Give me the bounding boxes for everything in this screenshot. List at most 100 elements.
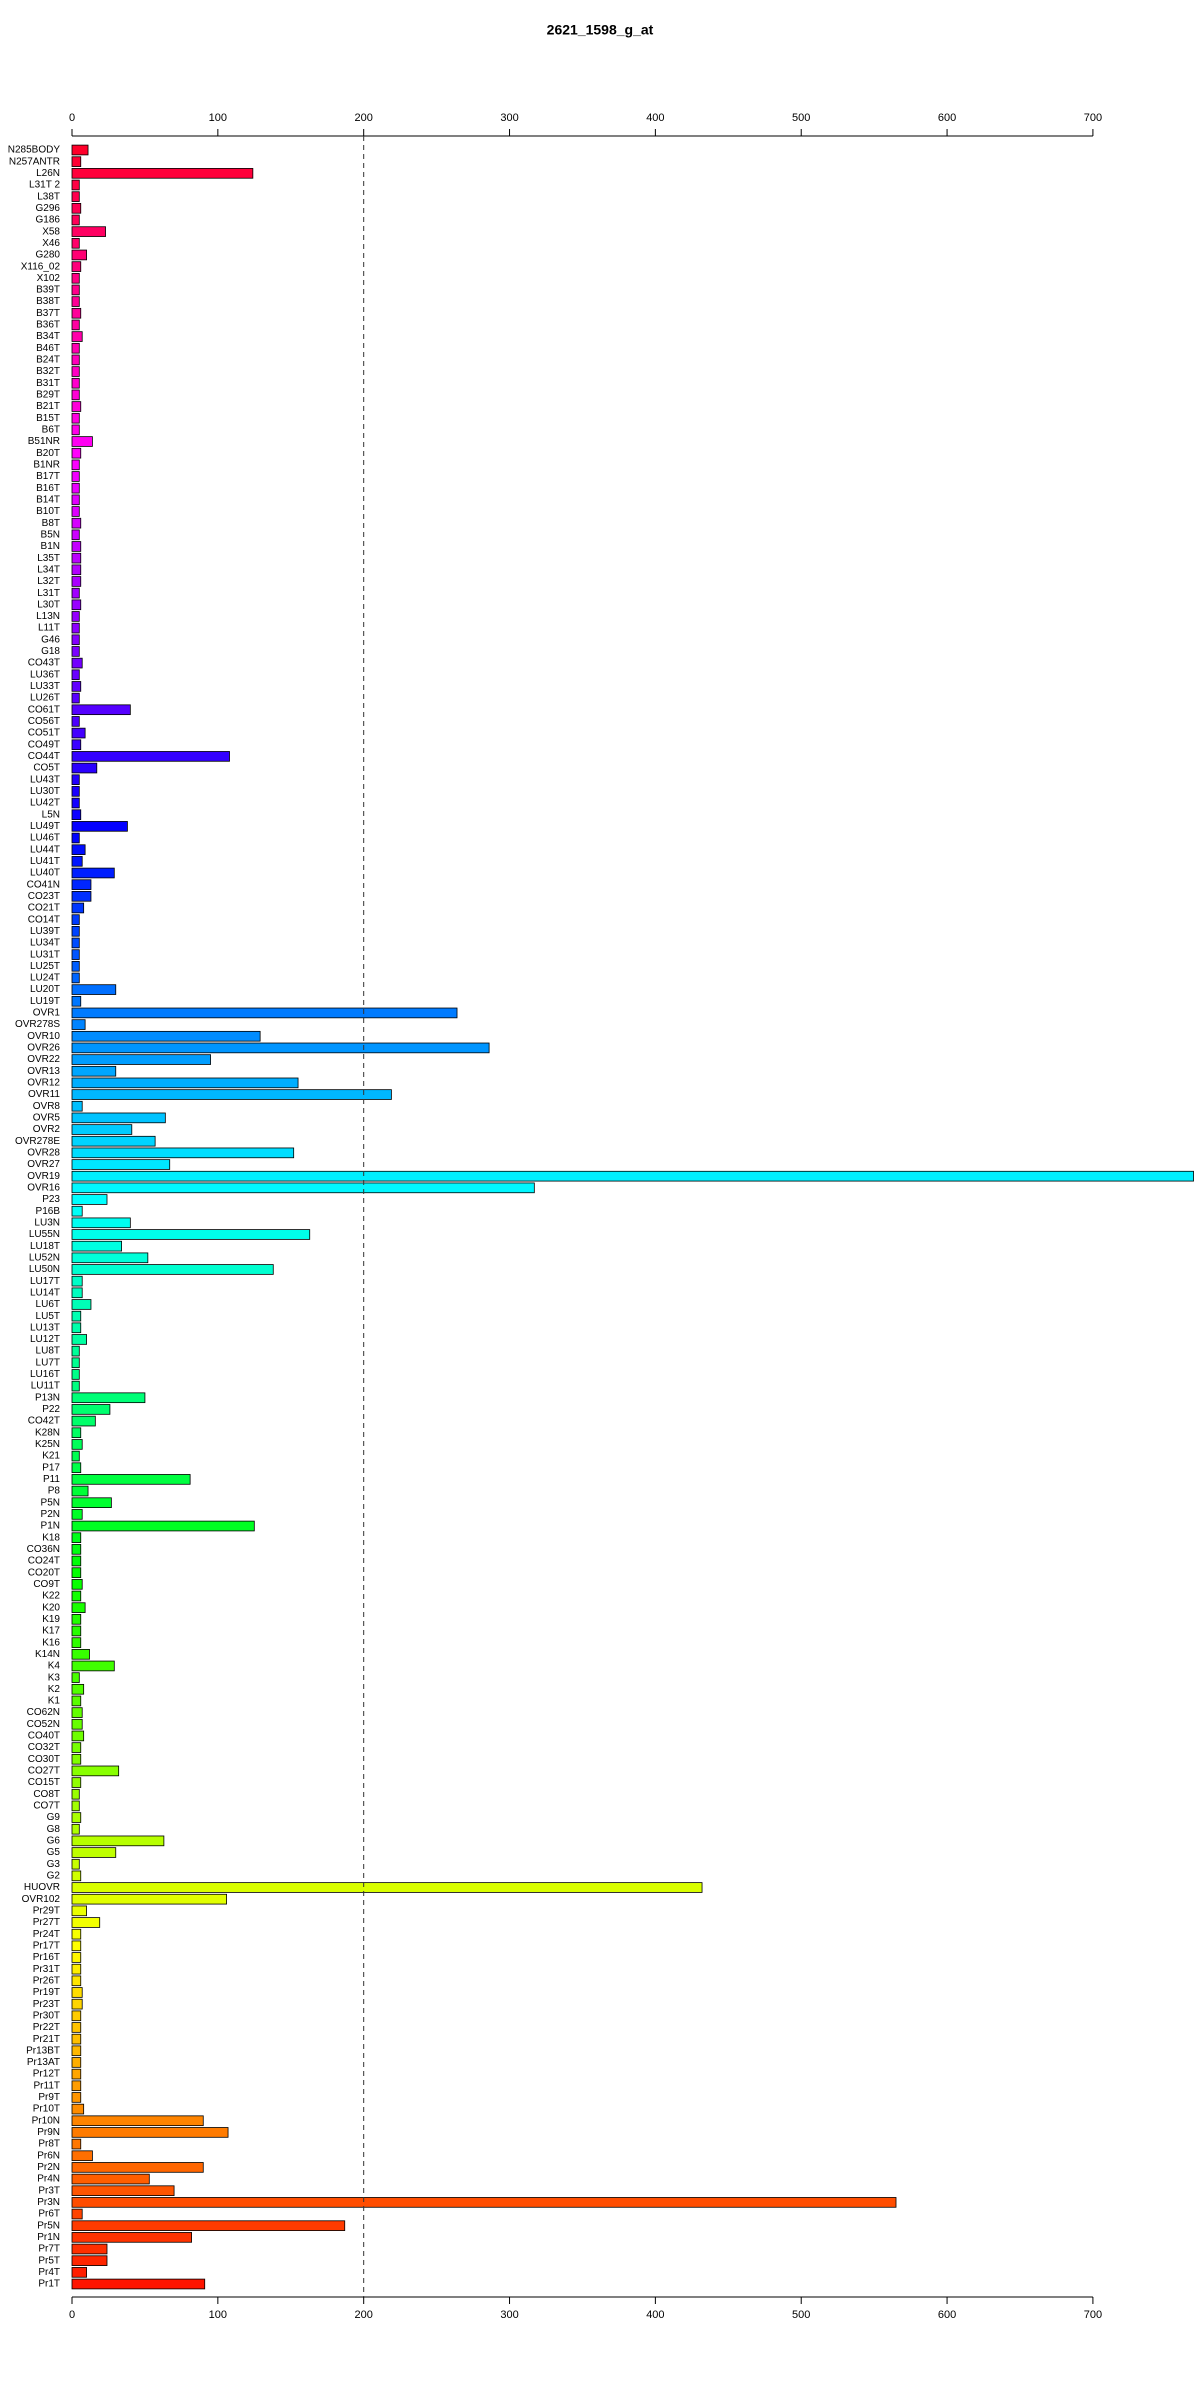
bar <box>71 1124 133 1135</box>
y-tick-label: CO43T <box>28 658 60 669</box>
bar <box>71 1252 149 1264</box>
x-tick-label: 700 <box>1084 112 1102 124</box>
y-tick-label: G280 <box>36 250 61 261</box>
y-tick-label: HUOVR <box>24 1882 60 1893</box>
y-tick-label: OVR10 <box>27 1031 60 1042</box>
bar <box>71 669 80 681</box>
y-tick-label: OVR12 <box>27 1078 60 1089</box>
bar <box>71 1637 82 1648</box>
y-tick-label: P16B <box>36 1206 61 1217</box>
y-tick-label: L31T 2 <box>29 180 60 191</box>
x-tick-label: 300 <box>500 2309 518 2321</box>
y-tick-label: B1NR <box>33 459 60 470</box>
y-tick-label: LU24T <box>30 973 60 984</box>
bar <box>71 1042 490 1054</box>
y-tick-label: K21 <box>42 1451 60 1462</box>
bar <box>71 1602 86 1613</box>
bar <box>71 1054 211 1065</box>
bar <box>71 1275 83 1287</box>
y-tick-label: LU5T <box>36 1311 60 1322</box>
bar <box>71 634 80 646</box>
y-tick-label: L32T <box>37 576 60 587</box>
y-tick-label: K25N <box>35 1439 60 1450</box>
x-tick-label: 500 <box>792 2309 810 2321</box>
y-tick-label: CO21T <box>28 903 60 914</box>
y-tick-label: OVR5 <box>33 1113 61 1124</box>
bar <box>71 471 80 482</box>
x-tick-label: 0 <box>69 112 75 124</box>
bar <box>71 307 82 319</box>
y-tick-label: G46 <box>41 634 60 645</box>
y-tick-label: Pr23T <box>33 1999 60 2010</box>
x-tick-label: 100 <box>209 2309 227 2321</box>
y-tick-label: LU7T <box>36 1357 60 1368</box>
y-tick-label: CO32T <box>28 1742 60 1753</box>
y-tick-label: LU3N <box>34 1217 60 1228</box>
bar <box>71 1928 82 1940</box>
bar <box>71 1240 122 1252</box>
bar <box>71 284 80 296</box>
bar <box>71 821 128 832</box>
bar <box>71 2185 175 2197</box>
bar <box>71 541 82 552</box>
y-tick-label: L5N <box>42 809 60 820</box>
bar <box>71 377 80 389</box>
y-tick-label: CO9T <box>33 1579 60 1590</box>
x-tick-label: 100 <box>209 112 227 124</box>
y-tick-label: P5N <box>41 1497 60 1508</box>
y-tick-label: N257ANTR <box>9 156 60 167</box>
y-tick-label: B31T <box>36 378 60 389</box>
y-tick-label: P2N <box>41 1509 60 1520</box>
y-tick-label: CO24T <box>28 1556 60 1567</box>
bar <box>71 1264 274 1275</box>
bar <box>71 366 80 377</box>
bar <box>71 1683 85 1695</box>
bar <box>71 1870 82 1882</box>
bar <box>71 1229 311 1240</box>
y-tick-label: Pr17T <box>33 1940 60 1951</box>
bar <box>71 1299 92 1310</box>
bar <box>71 494 80 506</box>
bar <box>71 2080 82 2092</box>
bar <box>71 272 80 284</box>
y-tick-label: LU19T <box>30 996 60 1007</box>
y-tick-label: CO8T <box>33 1789 60 1800</box>
y-tick-label: P1N <box>41 1521 60 1532</box>
bar <box>71 611 80 622</box>
y-tick-label: CO62N <box>27 1707 60 1718</box>
y-tick-label: G8 <box>47 1824 61 1835</box>
bar <box>71 786 80 797</box>
y-tick-label: G2 <box>47 1870 61 1881</box>
bar <box>71 937 80 949</box>
y-tick-label: K2 <box>48 1684 61 1695</box>
y-tick-label: CO49T <box>28 739 60 750</box>
y-tick-label: X102 <box>37 273 61 284</box>
y-tick-label: B6T <box>42 425 60 436</box>
y-tick-label: K3 <box>48 1672 61 1683</box>
bar <box>71 1590 82 1602</box>
bar <box>71 1322 82 1334</box>
y-tick-label: B14T <box>36 494 60 505</box>
bar <box>71 331 83 342</box>
bar <box>71 1462 82 1474</box>
bar <box>71 1579 83 1590</box>
y-tick-label: Pr11T <box>34 2080 61 2091</box>
bar <box>71 424 80 436</box>
bar <box>71 564 82 576</box>
bar <box>71 1287 83 1299</box>
y-tick-label: CO51T <box>28 728 60 739</box>
y-tick-label: LU55N <box>29 1229 60 1240</box>
x-tick-label: 200 <box>355 112 373 124</box>
y-tick-label: OVR102 <box>22 1894 61 1905</box>
bar <box>71 1975 82 1987</box>
bar <box>71 1007 458 1019</box>
bar <box>71 844 86 855</box>
bar <box>71 727 86 739</box>
y-tick-label: K28N <box>35 1427 60 1438</box>
y-tick-label: Pr6N <box>37 2150 60 2161</box>
x-tick-label: 300 <box>500 112 518 124</box>
bar <box>71 1089 392 1100</box>
bar <box>71 914 80 925</box>
bar <box>71 1170 1194 1182</box>
bar <box>71 2022 82 2033</box>
